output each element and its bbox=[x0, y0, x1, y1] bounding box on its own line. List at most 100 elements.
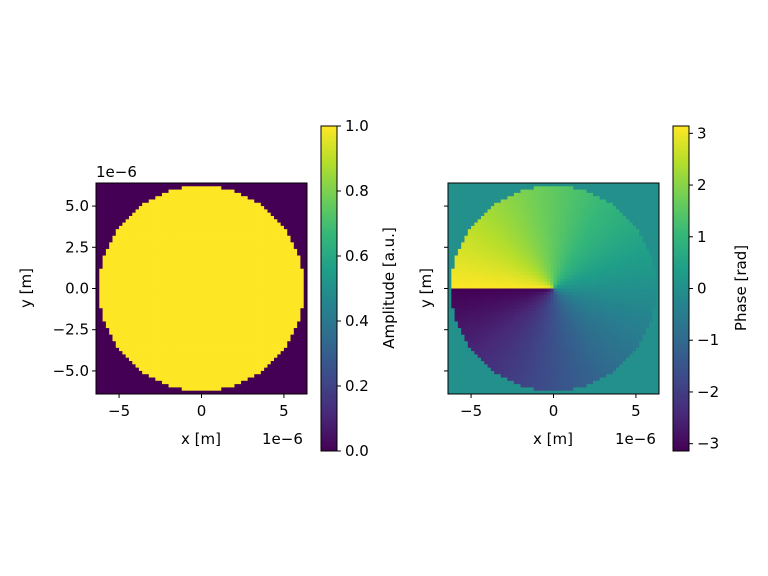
image-cell bbox=[290, 219, 295, 223]
image-cell bbox=[260, 202, 265, 207]
image-cell bbox=[626, 196, 630, 200]
image-cell bbox=[185, 186, 189, 190]
image-cell bbox=[290, 301, 295, 306]
image-cell bbox=[227, 357, 232, 362]
image-cell bbox=[122, 337, 127, 342]
image-cell bbox=[250, 364, 255, 369]
image-cell bbox=[138, 219, 143, 223]
image-cell bbox=[537, 215, 541, 220]
image-cell bbox=[224, 351, 229, 355]
image-cell bbox=[293, 278, 298, 283]
image-cell bbox=[102, 344, 107, 349]
colorbar-step bbox=[321, 138, 337, 142]
image-cell bbox=[224, 235, 229, 240]
image-cell bbox=[287, 206, 291, 210]
image-cell bbox=[254, 239, 258, 243]
image-cell bbox=[484, 189, 488, 194]
image-cell bbox=[112, 304, 117, 309]
image-cell bbox=[224, 192, 229, 197]
image-cell bbox=[96, 357, 100, 362]
image-cell bbox=[188, 281, 193, 286]
image-cell bbox=[283, 337, 288, 342]
image-cell bbox=[586, 183, 591, 187]
image-cell bbox=[576, 215, 581, 220]
colorbar-step bbox=[321, 286, 337, 289]
colorbar-step bbox=[321, 261, 337, 264]
image-cell bbox=[293, 328, 298, 332]
image-cell bbox=[142, 235, 146, 240]
image-cell bbox=[297, 341, 301, 345]
colorbar-tick-label: 0.2 bbox=[345, 377, 369, 395]
image-cell bbox=[523, 192, 528, 197]
image-cell bbox=[145, 318, 150, 322]
image-cell bbox=[112, 384, 117, 388]
image-cell bbox=[244, 304, 249, 309]
image-cell bbox=[175, 288, 179, 293]
image-cell bbox=[556, 212, 561, 217]
image-cell bbox=[102, 183, 107, 187]
image-cell bbox=[105, 262, 110, 266]
image-cell bbox=[171, 225, 176, 230]
image-cell bbox=[283, 248, 288, 253]
image-cell bbox=[237, 272, 242, 276]
image-cell bbox=[145, 308, 150, 312]
image-cell bbox=[161, 265, 166, 270]
image-cell bbox=[191, 328, 196, 332]
image-cell bbox=[152, 186, 156, 190]
image-cell bbox=[303, 298, 308, 303]
image-cell bbox=[221, 255, 225, 260]
image-cell bbox=[132, 278, 136, 283]
image-cell bbox=[96, 384, 100, 388]
image-cell bbox=[96, 199, 100, 204]
image-cell bbox=[185, 288, 189, 293]
image-cell bbox=[128, 311, 133, 316]
image-cell bbox=[599, 186, 604, 190]
amplitude-panel: −5 0 5 5.02.50.0−2.5−5.0 x [m] 1e−6 1e−6 y… bbox=[17, 163, 308, 448]
image-cell bbox=[550, 183, 554, 187]
image-cell bbox=[297, 232, 301, 237]
image-cell bbox=[540, 183, 545, 187]
image-cell bbox=[165, 384, 169, 388]
image-cell bbox=[467, 206, 472, 210]
image-cell bbox=[583, 202, 587, 207]
image-cell bbox=[214, 235, 219, 240]
image-cell bbox=[244, 390, 249, 395]
image-cell bbox=[645, 215, 650, 220]
image-cell bbox=[148, 272, 153, 276]
image-cell bbox=[234, 364, 239, 369]
image-cell bbox=[165, 186, 169, 190]
image-cell bbox=[217, 304, 222, 309]
image-cell bbox=[586, 215, 591, 220]
image-cell bbox=[168, 229, 173, 233]
image-cell bbox=[171, 285, 176, 289]
image-cell bbox=[451, 219, 455, 223]
colorbar-step bbox=[321, 441, 337, 444]
image-cell bbox=[257, 318, 262, 322]
image-cell bbox=[102, 311, 107, 316]
image-cell bbox=[204, 328, 209, 332]
image-cell bbox=[148, 235, 153, 240]
image-cell bbox=[122, 295, 127, 299]
image-cell bbox=[115, 199, 120, 204]
image-cell bbox=[546, 199, 551, 204]
image-cell bbox=[270, 390, 275, 395]
image-cell bbox=[224, 212, 229, 217]
image-cell bbox=[224, 239, 229, 243]
image-cell bbox=[520, 202, 525, 207]
image-cell bbox=[152, 387, 156, 392]
image-cell bbox=[642, 183, 647, 187]
image-cell bbox=[550, 215, 554, 220]
colorbar-step bbox=[321, 161, 337, 164]
image-cell bbox=[546, 192, 551, 197]
image-cell bbox=[224, 196, 229, 200]
image-cell bbox=[267, 262, 272, 266]
image-cell bbox=[135, 252, 140, 256]
image-cell bbox=[155, 341, 160, 345]
image-cell bbox=[471, 219, 475, 223]
image-cell bbox=[152, 239, 156, 243]
image-cell bbox=[635, 202, 640, 207]
image-cell bbox=[119, 347, 123, 352]
image-cell bbox=[224, 265, 229, 270]
image-cell bbox=[546, 215, 551, 220]
image-cell bbox=[178, 321, 183, 326]
